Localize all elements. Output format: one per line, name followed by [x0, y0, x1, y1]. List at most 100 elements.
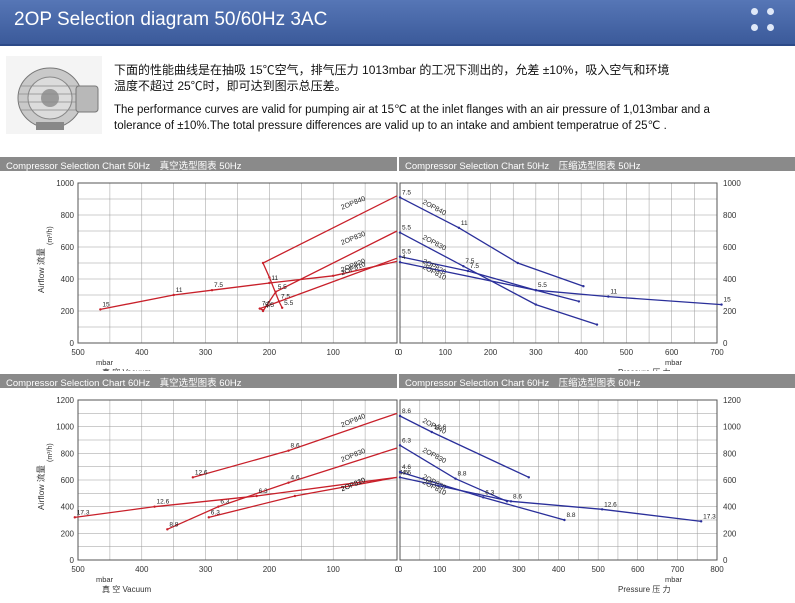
chart1-vacuum-data-label: 7.5	[281, 293, 290, 300]
chart2-xtick-pressure: 500	[591, 565, 605, 574]
intro-cn-line1: 下面的性能曲线是在抽吸 15℃空气，排气压力 1013mbar 的工况下测出的，…	[114, 63, 670, 77]
chart1-vacuum-data-label: 5.5	[284, 300, 293, 307]
chart1-vacuum-data-label: 7.5	[214, 282, 223, 289]
chart1-ytick-right: 800	[723, 211, 737, 220]
chart1-vacuum-series-2OP810	[100, 260, 398, 311]
chart1-pressure-point	[534, 303, 538, 306]
chart1-pressure-data-label: 5.5	[402, 225, 411, 232]
chart1-xunit-left: mbar	[96, 358, 114, 367]
chart2-pressure-data-label: 12.6	[604, 501, 617, 508]
chart1-pressure-data-label: 7.5	[470, 263, 479, 270]
chart1-vacuum-data-label: 11	[271, 275, 278, 282]
chart1-vacuum-point	[172, 293, 175, 297]
chart2-vacuum-data-label: 17.3	[77, 509, 90, 516]
chart1-xtick-pressure: 200	[484, 348, 498, 357]
chart1-xlabel-pressure: Pressure 压 力	[618, 367, 670, 371]
chart1-vacuum-point	[280, 306, 284, 309]
chart1-xtick-vacuum: 300	[199, 348, 213, 357]
chart1-right-title: Compressor Selection Chart 50Hz 压缩选型图表 5…	[405, 161, 641, 172]
title-bar: 2OP Selection diagram 50/60Hz 3AC	[0, 0, 795, 46]
chart1-pressure-point	[577, 300, 581, 303]
chart2-pressure-point	[454, 477, 457, 480]
chart2-vacuum-data-label: 8.8	[169, 521, 178, 528]
chart2-vacuum-point	[255, 494, 258, 498]
chart1-pressure-point	[534, 289, 538, 292]
chart1-ytick-right: 1000	[723, 179, 741, 188]
chart1-xtick-vacuum: 500	[71, 348, 85, 357]
chart1-pressure-data-label: 11	[461, 220, 468, 227]
chart2-vacuum-data-label: 8.6	[291, 443, 300, 450]
chart2-ytick-left: 1000	[56, 423, 74, 432]
intro-en-line2: tolerance of ±10%.The total pressure dif…	[114, 120, 667, 132]
chart1-xtick-vacuum: 200	[263, 348, 277, 357]
chart2-vacuum-data-label: 6.3	[211, 509, 220, 516]
chart1-pressure-point	[595, 323, 599, 326]
chart1-left-title: Compressor Selection Chart 50Hz 真空选型图表 5…	[6, 161, 242, 172]
chart2-ytick-right: 600	[723, 476, 737, 485]
chart2-xtick-pressure: 700	[671, 565, 685, 574]
chart1-ytick-right: 200	[723, 307, 737, 316]
chart2-ytick-left: 600	[61, 476, 75, 485]
chart1-vacuum-point	[332, 274, 335, 277]
chart2-pressure-frame	[399, 399, 718, 561]
chart1-vacuum-point	[258, 307, 262, 310]
chart1-right-title-strip: Compressor Selection Chart 50Hz 压缩选型图表 5…	[399, 157, 795, 172]
chart1-vacuum-point	[261, 309, 265, 312]
chart2-pressure-point	[699, 520, 703, 523]
chart1-vacuum-frame	[77, 182, 398, 344]
chart1-vacuum-data-label: 7.5	[262, 301, 271, 308]
chart1-vacuum-point	[261, 261, 265, 265]
chart2-xtick-pressure: 0	[398, 565, 403, 574]
chart2-pressure-data-label: 17.3	[703, 513, 716, 520]
chart1-pressure-point	[607, 295, 610, 298]
chart2-xtick-vacuum: 500	[71, 565, 85, 574]
chart1-xtick-vacuum: 100	[327, 348, 341, 357]
chart2-vacuum-data-label: 4.6	[291, 475, 300, 482]
chart2-pressure-series-2OP810	[399, 476, 702, 522]
chart2-vacuum-point	[287, 449, 290, 452]
chart2-pressure-data-label: 8.8	[457, 471, 466, 478]
chart2-ytick-left: 200	[61, 529, 75, 538]
chart1-vacuum-series-name: 2OP840	[340, 196, 367, 212]
chart2-xtick-pressure: 400	[552, 565, 566, 574]
chart1-vacuum-point	[268, 281, 271, 285]
menu-dots-icon[interactable]	[751, 8, 777, 34]
chart1-pressure-data-label: 5.5	[538, 282, 547, 289]
chart1-xunit-right: mbar	[665, 358, 683, 367]
chart1-vacuum-point	[99, 308, 102, 311]
chart1-pressure-data-label: 7.5	[465, 258, 474, 265]
chart1-pressure-data-label: 11	[610, 289, 617, 296]
blower-image	[6, 56, 102, 134]
chart2-left-title-strip: Compressor Selection Chart 60Hz 真空选型图表 6…	[0, 374, 397, 389]
chart1-pressure-point	[398, 261, 402, 264]
chart1-xtick-pressure: 400	[574, 348, 588, 357]
chart2-vacuum-series-2OP820	[208, 476, 398, 518]
chart1-yunit: (m³/h)	[47, 226, 54, 245]
chart2-xtick-pressure: 200	[473, 565, 487, 574]
chart2-vacuum-data-label: 12.6	[157, 499, 170, 506]
chart1-pressure-point	[398, 196, 402, 199]
chart2-xtick-vacuum: 400	[135, 565, 149, 574]
chart2-vacuum-frame	[77, 399, 398, 561]
chart1-pressure-series-2OP820	[399, 255, 580, 303]
chart1-ytick-left: 0	[70, 339, 75, 348]
chart1-pressure-data-label: 7.5	[402, 189, 411, 196]
chart2-xunit-left: mbar	[96, 575, 114, 584]
chart2-pressure-data-label: 4.6	[402, 469, 411, 476]
chart2-vacuum-series-2OP830	[167, 447, 398, 530]
chart1-xtick-pressure: 500	[620, 348, 634, 357]
chart2-vacuum-point	[207, 516, 210, 519]
chart1-pressure-point	[720, 303, 723, 306]
chart1-xtick-pressure: 100	[439, 348, 453, 357]
chart2-vacuum-point	[287, 481, 290, 484]
chart1-pressure-data-label: 4	[402, 254, 406, 261]
chart1-pressure-point	[457, 226, 461, 229]
chart2-vacuum-data-label: 6.3	[220, 499, 229, 506]
chart2-ytick-right: 0	[723, 556, 728, 565]
chart2-pressure-data-label: 8.6	[513, 493, 522, 500]
chart2-vacuum-point	[73, 516, 77, 519]
chart2-right-title-strip: Compressor Selection Chart 60Hz 压缩选型图表 6…	[399, 374, 795, 389]
chart2-ylabel: Airflow 流量	[36, 465, 46, 510]
chart2-xtick-pressure: 100	[433, 565, 447, 574]
